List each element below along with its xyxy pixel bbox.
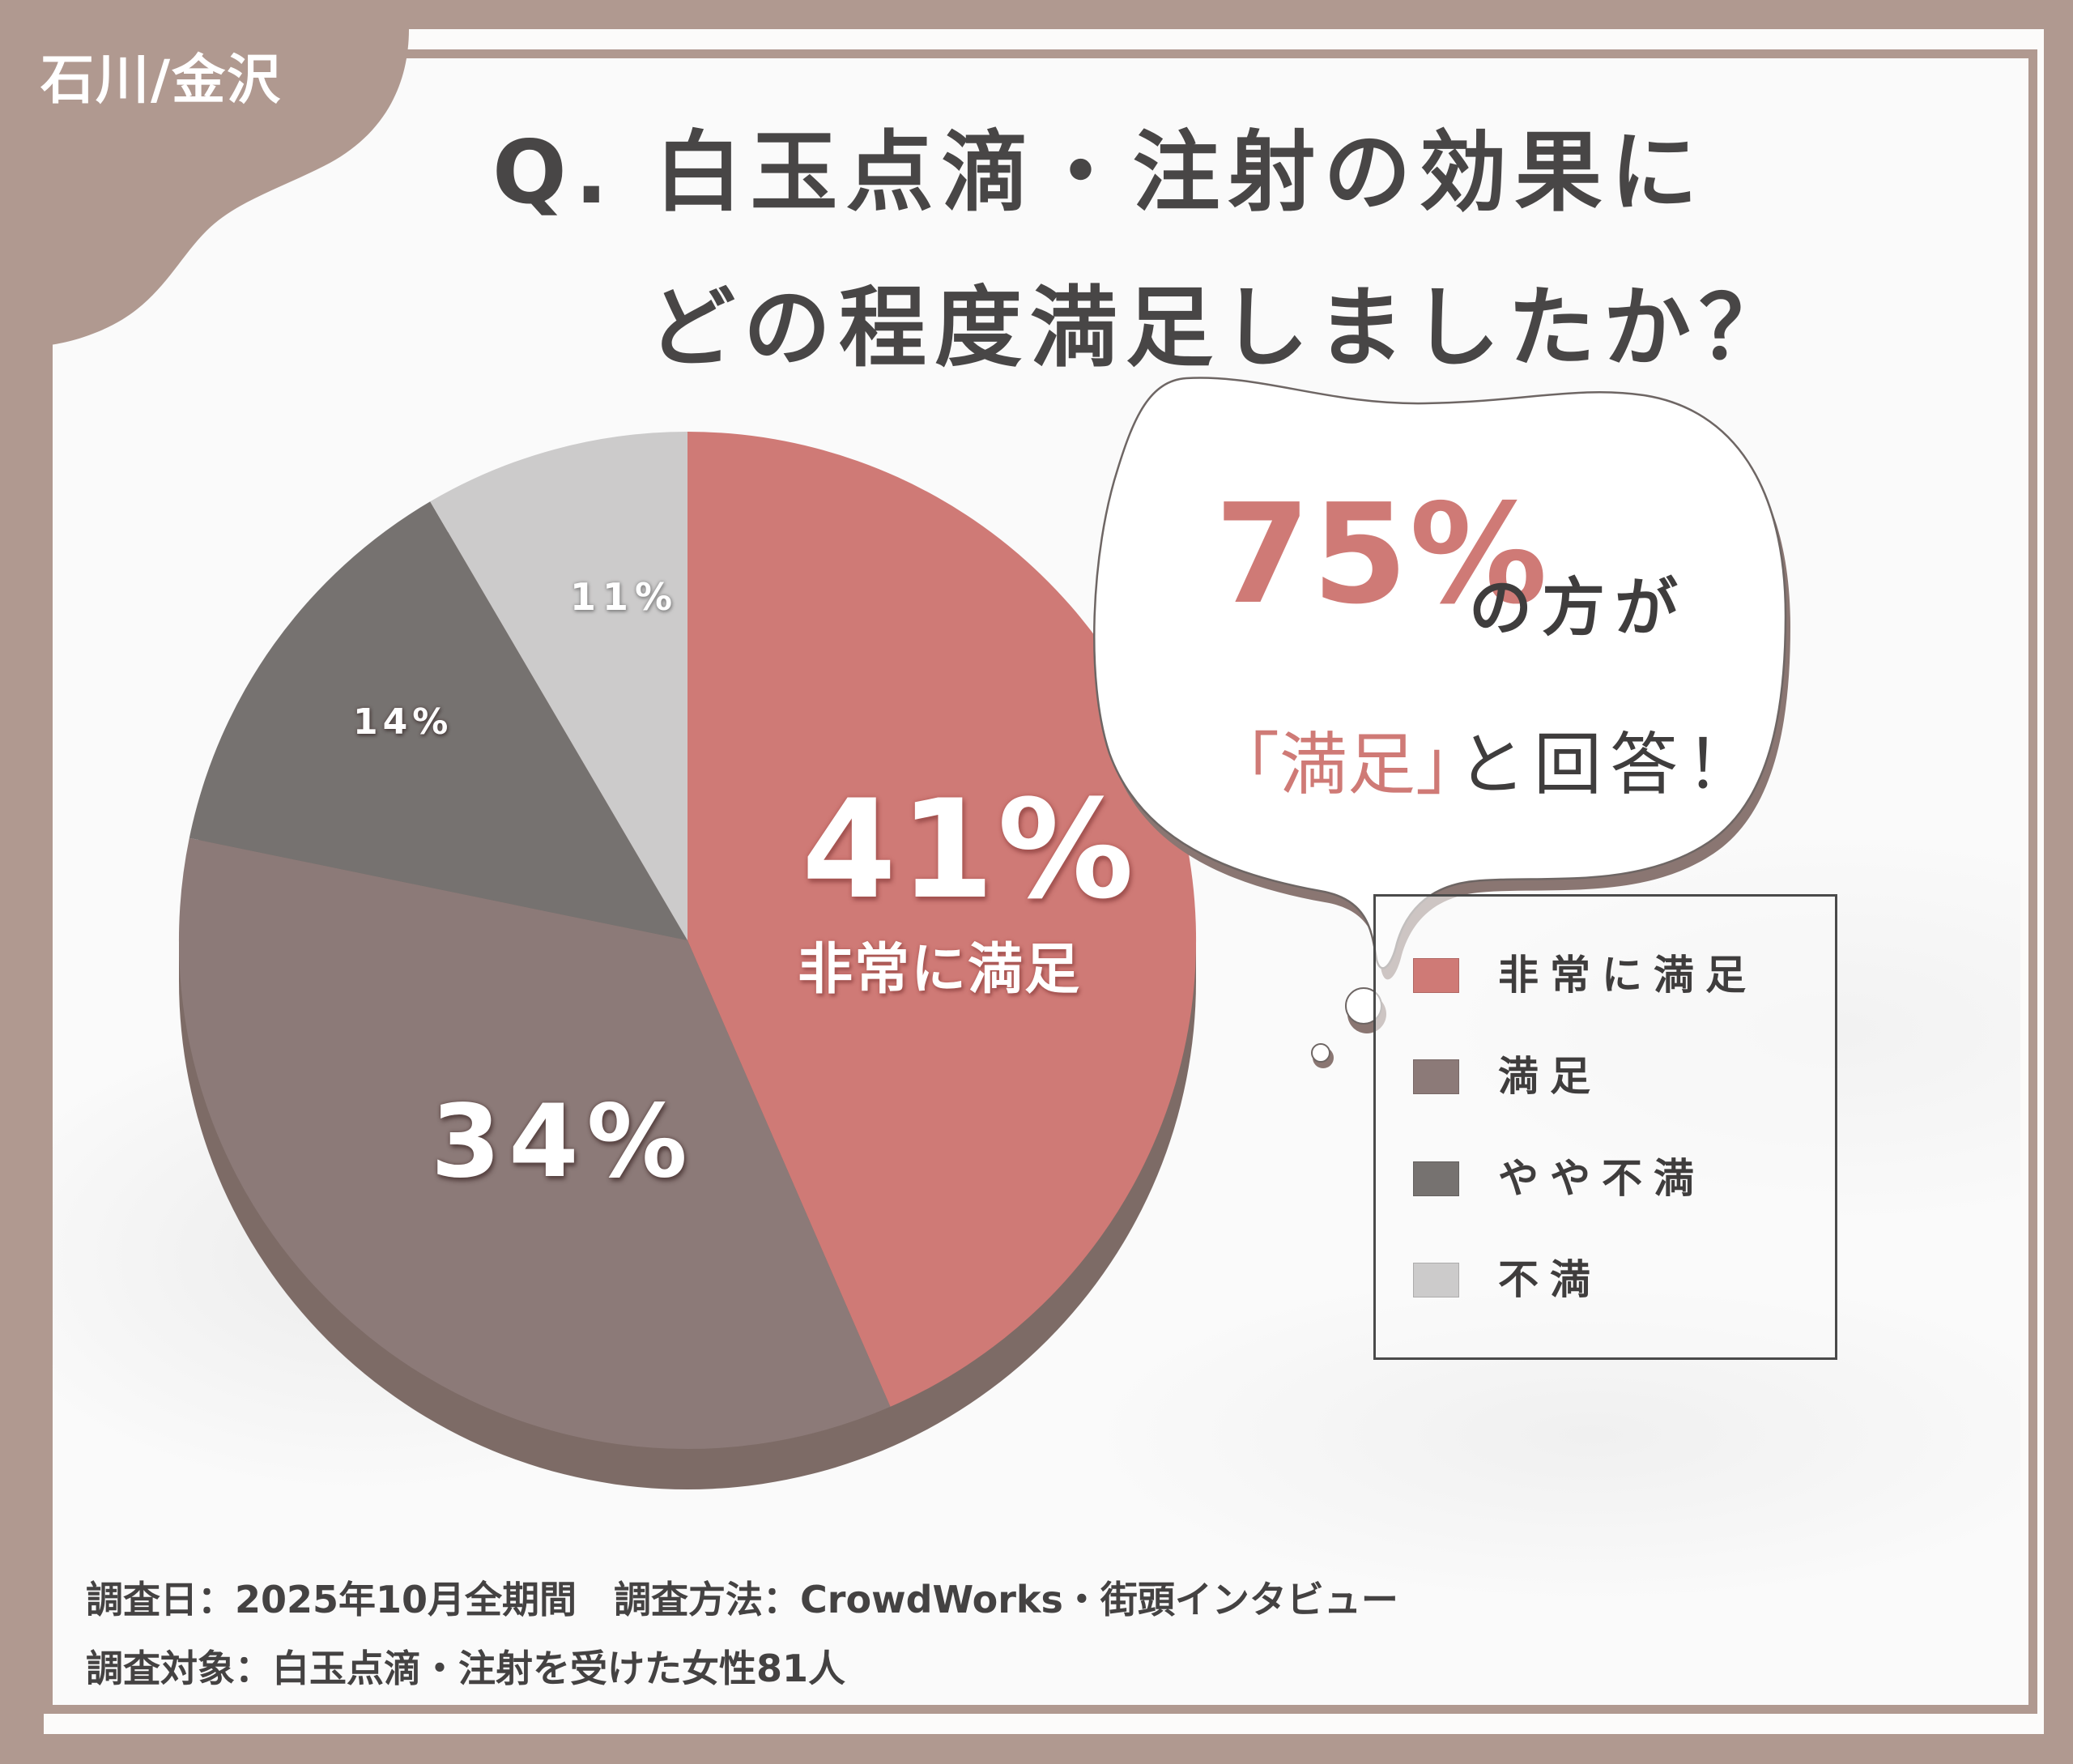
pie-label-very-satisfied-name: 非常に満足: [798, 938, 1082, 1002]
thought-dot-small: [1311, 1043, 1330, 1063]
region-badge-shape: [0, 0, 409, 1764]
chart-legend: 非常に満足 満足 やや不満 不満: [1373, 894, 1837, 1360]
legend-label: やや不満: [1498, 1155, 1705, 1202]
pie-label-somewhat-dissatisfied-percent: 14%: [353, 701, 453, 743]
inner-frame-border: [44, 49, 2037, 1714]
legend-swatch-somewhat-dissatisfied: [1413, 1161, 1459, 1196]
callout-highlight-percent: 75%: [1215, 475, 1549, 635]
pie-label-very-satisfied-percent: 41%: [802, 770, 1138, 929]
legend-item-satisfied: 満足: [1413, 1053, 1602, 1100]
callout-bubble: [1093, 377, 1790, 1068]
region-badge-label: 石川/金沢: [40, 49, 283, 111]
legend-swatch-satisfied: [1413, 1059, 1459, 1094]
pie-chart: [178, 432, 1197, 1489]
pie-slice-very-satisfied: [687, 432, 1197, 1407]
question-title-line1: Q. 白玉点滴・注射の効果に: [492, 122, 1706, 224]
callout-quoted-answer: 「満足」: [1211, 725, 1484, 804]
legend-label: 非常に満足: [1498, 952, 1757, 999]
legend-item-dissatisfied: 不満: [1413, 1256, 1602, 1303]
legend-swatch-dissatisfied: [1413, 1262, 1459, 1297]
legend-label: 不満: [1498, 1256, 1602, 1303]
legend-label: 満足: [1498, 1053, 1602, 1100]
pie-label-satisfied-percent: 34%: [431, 1084, 696, 1200]
callout-text-suffix2: と回答！: [1458, 725, 1763, 804]
pie-slice-satisfied: [178, 837, 891, 1450]
legend-swatch-very-satisfied: [1413, 957, 1459, 993]
callout-text-suffix1: の方が: [1469, 572, 1688, 645]
question-title-line2: どの程度満足しましたか？: [648, 278, 1795, 379]
survey-info-target: 調査対象：白玉点滴・注射を受けた女性81人: [86, 1647, 846, 1690]
legend-item-very-satisfied: 非常に満足: [1413, 952, 1757, 999]
callout-bubble-body: [1093, 377, 1787, 969]
pie-slice-dissatisfied: [430, 432, 687, 940]
pie-slice-somewhat-dissatisfied: [189, 501, 688, 940]
survey-info-date-method: 調査日：2025年10月全期間 調査方法：CrowdWorks・街頭インタビュー: [86, 1578, 1398, 1621]
legend-item-somewhat-dissatisfied: やや不満: [1413, 1155, 1705, 1202]
pie-label-dissatisfied-percent: 11%: [570, 575, 679, 619]
